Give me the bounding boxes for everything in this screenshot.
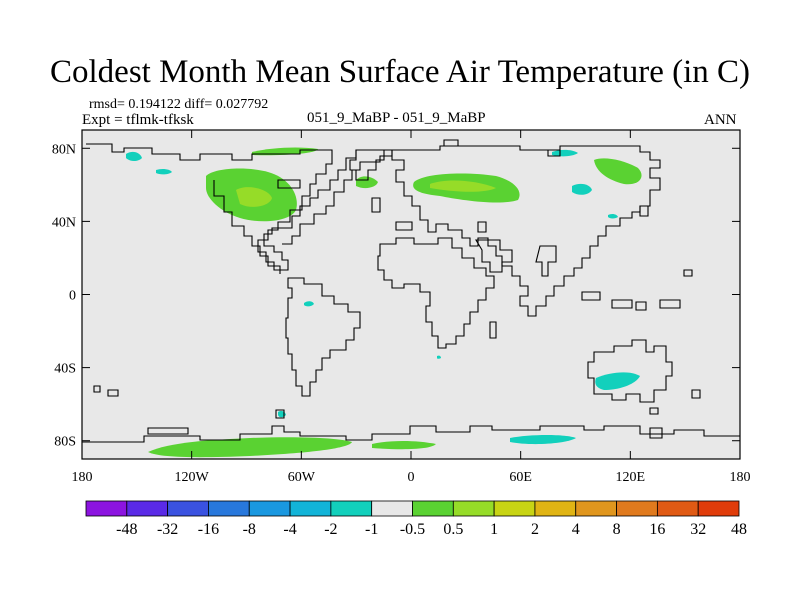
coastline-madagascar bbox=[489, 321, 497, 339]
colorbar-box bbox=[697, 500, 740, 517]
coastline-arabia bbox=[475, 239, 513, 273]
coastline-caspian bbox=[477, 221, 487, 233]
colorbar-box bbox=[289, 500, 332, 517]
x-tick-label: 180 bbox=[72, 470, 93, 485]
colorbar-label: -48 bbox=[116, 521, 137, 538]
anomaly-south-america bbox=[304, 301, 314, 307]
anomaly-alaska bbox=[126, 151, 142, 161]
coastline-australia bbox=[587, 339, 673, 403]
coastline-indonesia-2 bbox=[611, 299, 633, 309]
case-comparison-text: 051_9_MaBP - 051_9_MaBP bbox=[307, 110, 486, 126]
coastline-antarctica bbox=[82, 425, 740, 443]
rmsd-diff-text: rmsd= 0.194122 diff= 0.027792 bbox=[89, 97, 269, 112]
anomaly-scandinavia bbox=[356, 176, 378, 189]
colorbar-box bbox=[575, 500, 617, 517]
coastline-mediterranean bbox=[395, 221, 413, 231]
colorbar-box bbox=[330, 500, 373, 517]
x-tick-label: 120E bbox=[616, 470, 646, 485]
colorbar-box bbox=[493, 500, 536, 517]
colorbar-box bbox=[656, 500, 699, 517]
colorbar-label: -16 bbox=[198, 521, 219, 538]
colorbar-label: 32 bbox=[690, 521, 706, 538]
coastline-india bbox=[535, 245, 557, 277]
colorbar: -48 -32 -16 -8 -4 -2 -1 -0.5 0.5 1 2 4 8 16 32 48 bbox=[85, 500, 747, 538]
colorbar-box bbox=[412, 500, 454, 517]
anomaly-east-siberia bbox=[594, 158, 642, 185]
y-tick-label: 40N bbox=[52, 215, 76, 230]
coastline-hudson bbox=[277, 179, 301, 189]
coastline-arctic-isl bbox=[547, 149, 561, 157]
coastline-ant-isl bbox=[649, 427, 663, 439]
coastline-svalbard bbox=[443, 139, 459, 147]
experiment-text: Expt = tflmk-tfksk bbox=[82, 112, 194, 128]
anomaly-central-asia bbox=[572, 183, 592, 195]
colorbar-label: -0.5 bbox=[400, 521, 425, 538]
coastline-japan bbox=[639, 205, 649, 217]
colorbar-box bbox=[371, 500, 413, 517]
colorbar-box bbox=[616, 500, 658, 517]
x-tick-label: 60E bbox=[509, 470, 532, 485]
colorbar-label: 0.5 bbox=[443, 521, 463, 538]
anomaly-alaska-south bbox=[156, 168, 172, 175]
y-tick-label: 80S bbox=[54, 435, 76, 450]
coastline-ross-shelf bbox=[147, 427, 189, 435]
colorbar-label: 8 bbox=[613, 521, 621, 538]
colorbar-label: 2 bbox=[531, 521, 539, 538]
coastline-antarctic-peninsula bbox=[275, 409, 285, 419]
anomaly-arctic-east bbox=[552, 149, 578, 157]
coastline-africa bbox=[377, 237, 495, 349]
chart-title: Coldest Month Mean Surface Air Temperatu… bbox=[50, 54, 750, 90]
y-tick-label: 0 bbox=[69, 289, 76, 304]
coastline-pacific-isl bbox=[683, 269, 693, 277]
colorbar-box bbox=[534, 500, 577, 517]
colorbar-label: -1 bbox=[365, 521, 378, 538]
colorbar-label: -2 bbox=[324, 521, 337, 538]
anomaly-layer bbox=[126, 147, 642, 458]
coastline-layer bbox=[82, 139, 740, 443]
colorbar-label: -8 bbox=[243, 521, 256, 538]
season-text: ANN bbox=[704, 112, 737, 128]
anomaly-australia bbox=[595, 372, 640, 390]
colorbar-label: -4 bbox=[283, 521, 296, 538]
colorbar-label: 4 bbox=[572, 521, 580, 538]
coastline-south-america bbox=[285, 277, 361, 397]
colorbar-box bbox=[452, 500, 495, 517]
coastline-indonesia-1 bbox=[581, 291, 601, 301]
coastline-new-zealand bbox=[691, 389, 701, 399]
anomaly-north-america-core bbox=[236, 187, 272, 207]
x-tick-label: 120W bbox=[175, 470, 210, 485]
anomaly-india-patch bbox=[608, 213, 618, 219]
colorbar-label: 1 bbox=[490, 521, 498, 538]
colorbar-box bbox=[248, 500, 291, 517]
colorbar-box bbox=[126, 500, 169, 517]
colorbar-label: -32 bbox=[157, 521, 178, 538]
y-tick-label: 40S bbox=[54, 362, 76, 377]
coastline-south-isl-2 bbox=[107, 389, 119, 397]
colorbar-box bbox=[85, 500, 128, 517]
colorbar-label: 48 bbox=[731, 521, 747, 538]
colorbar-box bbox=[208, 500, 250, 517]
y-tick-label: 80N bbox=[52, 142, 76, 157]
coastline-new-guinea bbox=[659, 299, 681, 309]
coastline-tasmania bbox=[649, 407, 659, 415]
coastline-indonesia-3 bbox=[635, 301, 647, 311]
anomaly-antarctica-east bbox=[510, 435, 576, 445]
anomaly-atlantic-dot bbox=[437, 355, 441, 359]
anomaly-antarctica-central bbox=[372, 441, 436, 450]
coastline-south-isl-1 bbox=[93, 385, 101, 393]
colorbar-box bbox=[167, 500, 209, 517]
x-tick-label: 180 bbox=[730, 470, 751, 485]
axis-ticks: 180 120W 60W 0 60E 120E 180 80N 40N 0 40S 80S bbox=[52, 130, 751, 485]
x-tick-label: 0 bbox=[408, 470, 415, 485]
x-tick-label: 60W bbox=[288, 470, 316, 485]
coastline-uk bbox=[371, 197, 381, 213]
coastline-europe-asia bbox=[391, 145, 661, 317]
colorbar-label: 16 bbox=[649, 521, 665, 538]
coastline-central-america bbox=[213, 180, 281, 274]
anomaly-northern-europe-core bbox=[430, 180, 496, 192]
map-background bbox=[82, 130, 740, 459]
coastline-greenland bbox=[349, 149, 385, 181]
